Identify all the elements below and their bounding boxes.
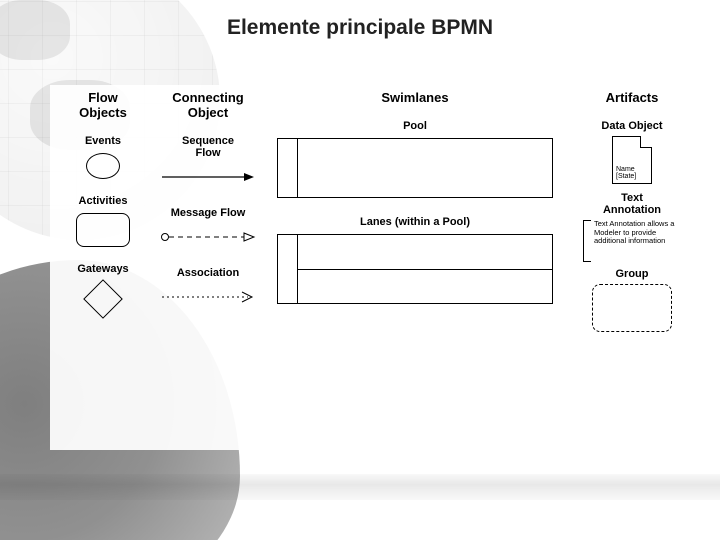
data-object-inner-text: Name [State] <box>616 166 636 180</box>
label-group: Group <box>616 268 649 280</box>
arrow-association <box>158 285 258 309</box>
data-object-line2: [State] <box>616 173 636 180</box>
label-events: Events <box>85 135 121 147</box>
shape-event-ellipse <box>86 153 120 179</box>
lane-divider <box>298 269 552 270</box>
data-object-line1: Name <box>616 166 636 173</box>
label-lanes: Lanes (within a Pool) <box>360 216 470 228</box>
header-swimlanes: Swimlanes <box>381 91 448 106</box>
lanes-header-cell <box>278 235 298 303</box>
label-pool: Pool <box>403 120 427 132</box>
label-sequence-flow: SequenceFlow <box>182 135 234 159</box>
pool-header-cell <box>278 139 298 197</box>
shape-pool <box>277 138 553 198</box>
header-artifacts: Artifacts <box>606 91 659 106</box>
label-text-annotation: TextAnnotation <box>603 192 661 216</box>
shape-group <box>592 284 672 332</box>
label-gateways: Gateways <box>77 263 128 275</box>
text-annotation-body: Text Annotation allows a Modeler to prov… <box>591 220 681 246</box>
header-connecting-object: ConnectingObject <box>172 91 244 121</box>
shape-data-object: Name [State] <box>612 136 652 184</box>
col-flow-objects: FlowObjects Events Activities Gateways <box>58 91 148 444</box>
label-activities: Activities <box>79 195 128 207</box>
shape-activity-roundrect <box>76 213 130 247</box>
col-connecting-object: ConnectingObject SequenceFlow Message Fl… <box>158 91 258 444</box>
arrow-sequence-flow <box>158 165 258 189</box>
label-data-object: Data Object <box>601 120 662 132</box>
data-object-fold-bg <box>640 136 652 148</box>
diagram-grid: FlowObjects Events Activities Gateways C… <box>50 85 700 450</box>
label-message-flow: Message Flow <box>171 207 246 219</box>
slide-title: Elemente principale BPMN <box>0 16 720 40</box>
bg-hbar-decor <box>0 474 720 500</box>
col-artifacts: Artifacts Data Object Name [State] TextA… <box>572 91 692 444</box>
label-association: Association <box>177 267 239 279</box>
shape-gateway-diamond <box>83 279 123 319</box>
arrow-message-flow <box>158 225 258 249</box>
header-flow-objects: FlowObjects <box>79 91 127 121</box>
col-swimlanes: Swimlanes Pool Lanes (within a Pool) <box>268 91 562 444</box>
text-annotation-bracket <box>583 220 591 262</box>
shape-lanes <box>277 234 553 304</box>
shape-text-annotation: Text Annotation allows a Modeler to prov… <box>583 220 681 262</box>
